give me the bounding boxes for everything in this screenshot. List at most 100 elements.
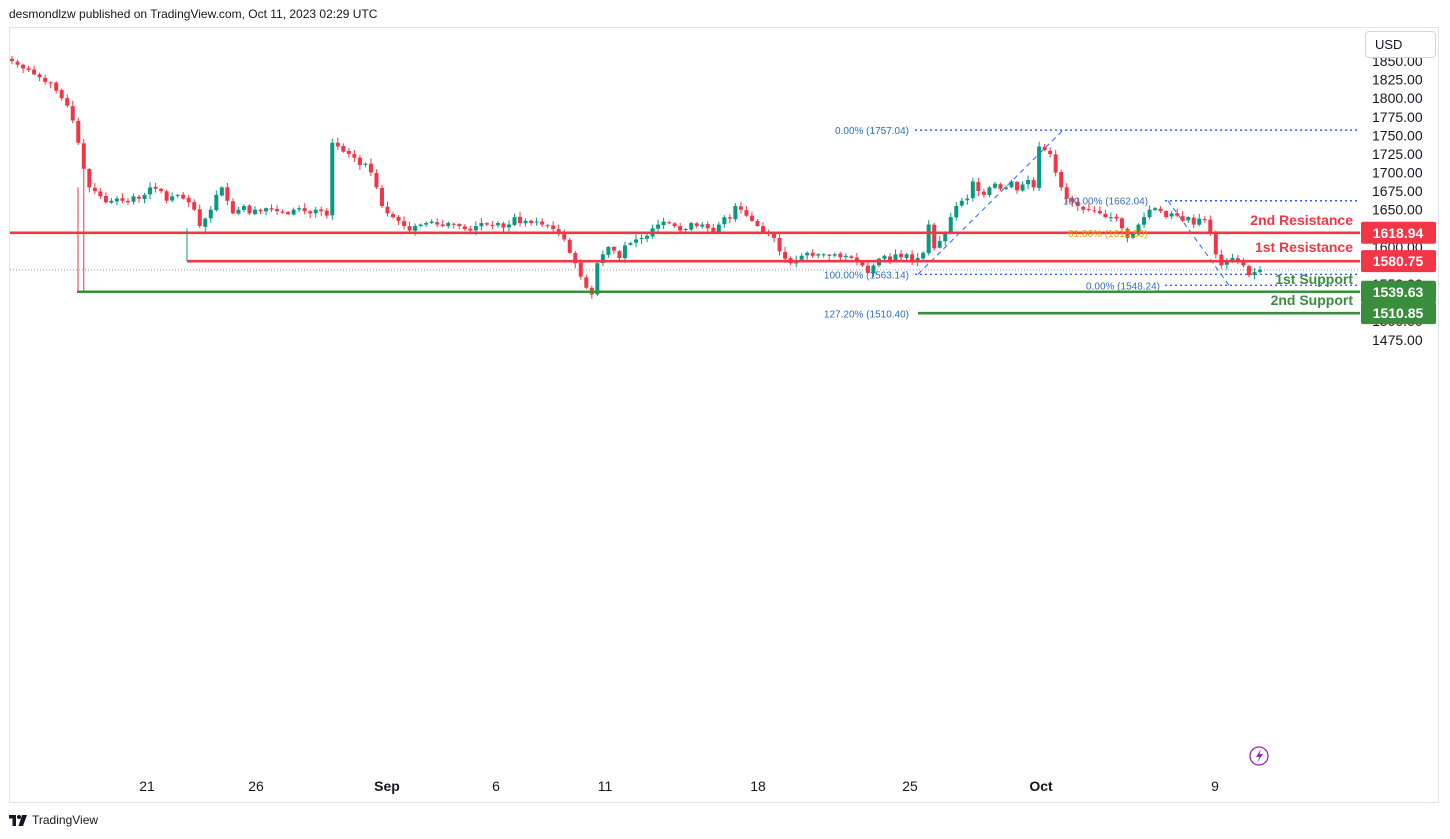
chart-pane[interactable]	[9, 27, 1439, 803]
candle-body	[479, 223, 484, 227]
candle-body	[661, 221, 666, 226]
candle-body	[468, 228, 473, 231]
candle-body	[435, 222, 440, 225]
flash-icon[interactable]	[1249, 746, 1269, 766]
candle-body	[252, 209, 257, 215]
candle-body	[142, 194, 147, 200]
publisher-header: desmondlzw published on TradingView.com,…	[9, 7, 378, 21]
candle-body	[1092, 210, 1097, 212]
fib-label: 0.00% (1548.24)	[1086, 281, 1160, 292]
candle-body	[865, 265, 870, 273]
x-tick-label: Sep	[374, 778, 400, 794]
candle-body	[175, 194, 180, 196]
price-tag-label: 1618.94	[1373, 225, 1424, 241]
candle-body	[170, 196, 175, 201]
candle-body	[214, 194, 219, 211]
candle-body	[1208, 219, 1213, 233]
candle-body	[1097, 210, 1102, 214]
candle-body	[440, 224, 445, 227]
candle-body	[1241, 261, 1246, 266]
candle-body	[446, 223, 451, 227]
candle-body	[943, 233, 948, 242]
candle-body	[1108, 217, 1113, 219]
candle-body	[275, 209, 280, 212]
candle-body	[821, 254, 826, 256]
candle-body	[832, 254, 837, 256]
candle-body	[1142, 217, 1147, 225]
candle-body	[694, 223, 699, 227]
fib-label: 61.80% (1618.50)	[1068, 229, 1148, 240]
candle-body	[711, 227, 716, 233]
candle-body	[1153, 208, 1158, 211]
candle-body	[81, 143, 86, 169]
candle-body	[970, 181, 975, 199]
candle-body	[225, 187, 230, 201]
candle-body	[899, 253, 904, 258]
candle-body	[1180, 216, 1185, 221]
candle-body	[772, 233, 777, 238]
candle-body	[98, 191, 103, 197]
candle-body	[611, 246, 616, 251]
candle-body	[645, 235, 650, 239]
x-tick-label: Oct	[1029, 778, 1053, 794]
candle-body	[1026, 179, 1031, 185]
candle-body	[247, 205, 252, 214]
candle-body	[32, 69, 37, 75]
x-tick-label: 26	[248, 778, 264, 794]
candle-body	[363, 163, 368, 165]
candle-body	[48, 82, 53, 84]
candle-body	[495, 223, 500, 226]
candle-body	[186, 197, 191, 203]
candle-body	[882, 255, 887, 259]
footer-brand: TradingView	[9, 813, 98, 827]
candle-body	[324, 210, 329, 216]
candle-body	[114, 198, 119, 202]
candle-body	[998, 184, 1003, 189]
candle-body	[1053, 154, 1058, 173]
candle-body	[1136, 224, 1141, 234]
candle-body	[391, 214, 396, 218]
candle-body	[727, 217, 732, 219]
candle-body	[1164, 211, 1169, 218]
candle-body	[965, 198, 970, 201]
candle-body	[181, 194, 186, 199]
candle-body	[761, 226, 766, 233]
candle-body	[816, 254, 821, 256]
candle-body	[888, 256, 893, 261]
candle-body	[396, 216, 401, 221]
candle-body	[413, 226, 418, 231]
candle-body	[805, 252, 810, 256]
candle-body	[43, 77, 48, 82]
candle-body	[689, 223, 694, 230]
candle-body	[556, 229, 561, 234]
candle-body	[733, 205, 738, 220]
y-tick-label: 1675.00	[1372, 183, 1423, 199]
candle-body	[330, 142, 335, 216]
candle-body	[981, 191, 986, 195]
candle-body	[302, 208, 307, 212]
candle-body	[1020, 184, 1025, 191]
candle-body	[529, 220, 534, 224]
candle-body	[241, 205, 246, 210]
candle-body	[297, 208, 302, 210]
candle-body	[1224, 261, 1229, 265]
currency-selector[interactable]: USD	[1365, 31, 1436, 58]
candle-body	[987, 187, 992, 196]
candle-body	[153, 186, 158, 189]
candle-body	[1048, 150, 1053, 154]
candle-body	[976, 182, 981, 192]
candle-body	[313, 209, 318, 214]
candle-body	[192, 202, 197, 210]
candle-body	[1252, 272, 1257, 275]
candle-body	[1003, 187, 1008, 189]
candle-body	[1158, 208, 1163, 212]
fib-labels: 0.00% (1757.04) 100.00% (1662.04) 61.80% (…	[824, 126, 1160, 320]
candle-body	[501, 223, 506, 228]
candle-body	[1213, 231, 1218, 255]
candle-body	[738, 206, 743, 210]
fib-label: 0.00% (1757.04)	[835, 126, 909, 137]
y-tick-label: 1650.00	[1372, 202, 1423, 218]
candle-body	[551, 225, 556, 230]
candle-body	[628, 243, 633, 245]
